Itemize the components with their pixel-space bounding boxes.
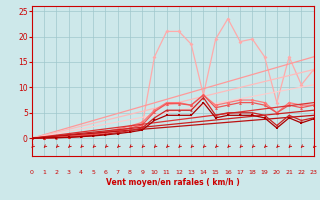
X-axis label: Vent moyen/en rafales ( km/h ): Vent moyen/en rafales ( km/h )	[106, 178, 240, 187]
